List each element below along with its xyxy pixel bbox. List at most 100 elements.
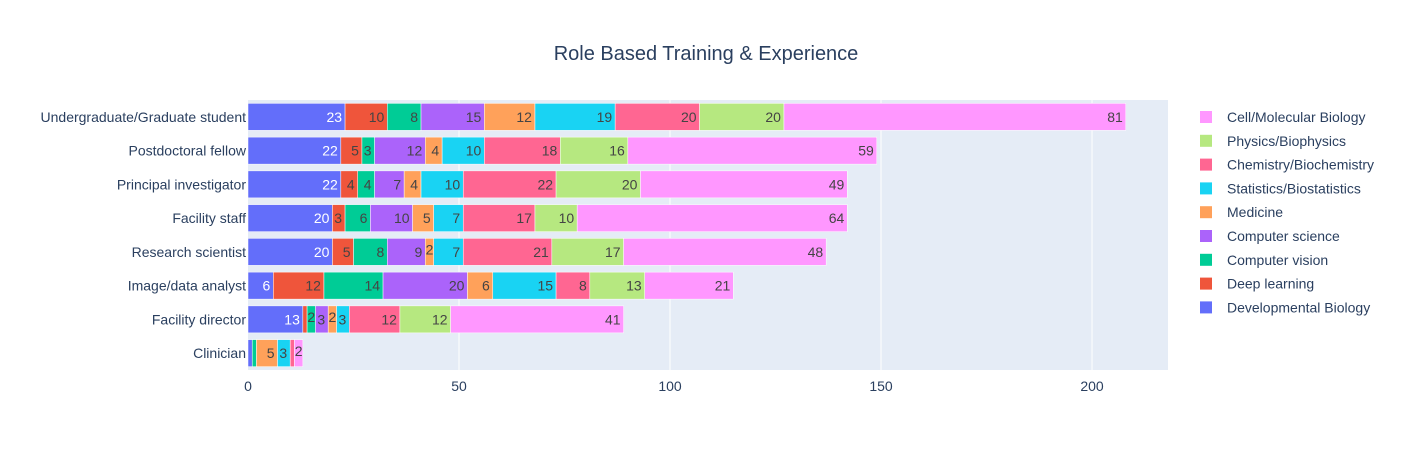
data-label: 7 — [452, 210, 460, 226]
legend-label: Physics/Biophysics — [1227, 133, 1346, 149]
bar-segment — [627, 136, 878, 165]
data-label: 20 — [314, 210, 330, 226]
bar-segment — [699, 103, 785, 131]
data-label: 5 — [267, 345, 275, 361]
data-label: 18 — [542, 143, 558, 159]
data-label: 21 — [715, 278, 731, 294]
bar-segment — [462, 204, 536, 232]
bar-segment — [640, 170, 848, 199]
data-label: 7 — [393, 176, 401, 192]
legend-swatch — [1200, 182, 1212, 195]
bar-segment — [534, 204, 578, 232]
bar-segment — [247, 204, 333, 232]
bar-segment — [614, 103, 700, 131]
data-label: 16 — [609, 143, 625, 159]
legend-item[interactable]: Cell/Molecular Biology — [1200, 109, 1366, 125]
data-label: 64 — [829, 210, 845, 226]
data-label: 3 — [317, 311, 325, 327]
legend-item[interactable]: Chemistry/Biochemistry — [1200, 157, 1374, 173]
bar-segment — [294, 339, 304, 367]
category-label: Research scientist — [132, 244, 246, 260]
legend-item[interactable]: Computer vision — [1200, 252, 1328, 268]
bar-segment — [492, 271, 557, 300]
bar-segment — [560, 136, 629, 165]
data-label: 81 — [1107, 109, 1123, 125]
bar-segment — [576, 204, 848, 232]
data-label: 49 — [829, 176, 845, 192]
data-label: 20 — [765, 109, 781, 125]
legend-item[interactable]: Computer science — [1200, 228, 1340, 244]
bar-segment — [247, 271, 274, 300]
data-label: 5 — [423, 210, 431, 226]
bar-segment — [441, 136, 485, 165]
legend-swatch — [1200, 253, 1212, 266]
legend-item[interactable]: Deep learning — [1200, 276, 1314, 292]
bar-segment — [783, 103, 1127, 131]
bar-segment — [467, 271, 494, 300]
category-label: Undergraduate/Graduate student — [41, 109, 247, 125]
data-label: 10 — [445, 176, 461, 192]
bar-segment — [644, 271, 734, 300]
bar-segment — [462, 170, 557, 199]
data-label: 22 — [537, 176, 553, 192]
legend-item[interactable]: Medicine — [1200, 204, 1283, 220]
bar-segment — [353, 238, 388, 266]
bar-segment — [420, 103, 485, 131]
chart-title: Role Based Training & Experience — [554, 43, 859, 65]
data-label: 5 — [343, 244, 351, 260]
x-tick-label: 100 — [658, 378, 682, 394]
data-label: 4 — [431, 143, 439, 159]
data-label: 14 — [364, 278, 380, 294]
bar-segment — [555, 271, 591, 300]
bar-segment — [420, 170, 464, 199]
data-label: 6 — [360, 210, 368, 226]
data-label: 2 — [329, 309, 337, 325]
legend-label: Statistics/Biostatistics — [1227, 180, 1361, 196]
data-label: 8 — [376, 244, 384, 260]
data-label: 9 — [414, 244, 422, 260]
data-label: 8 — [579, 278, 587, 294]
legend-swatch — [1200, 230, 1212, 242]
data-label: 4 — [364, 176, 372, 192]
bar-segment — [484, 136, 561, 165]
legend-swatch — [1200, 134, 1212, 147]
data-label: 10 — [394, 210, 410, 226]
bar-segment — [555, 170, 641, 199]
bar-segment — [374, 170, 405, 199]
data-label: 3 — [338, 311, 346, 327]
legend-label: Cell/Molecular Biology — [1227, 109, 1366, 125]
legend-item[interactable]: Developmental Biology — [1200, 299, 1370, 315]
data-label: 4 — [410, 176, 418, 192]
data-label: 2 — [307, 309, 315, 325]
legend[interactable]: Cell/Molecular Biology Physics/Biophysics… — [1200, 109, 1374, 315]
bar-segment — [484, 103, 536, 131]
data-label: 12 — [407, 143, 423, 159]
data-label: 13 — [284, 311, 300, 327]
category-label: Principal investigator — [117, 176, 247, 192]
data-label: 2 — [426, 242, 434, 258]
data-label: 21 — [533, 244, 549, 260]
data-label: 2 — [295, 343, 303, 359]
data-label: 10 — [466, 143, 482, 159]
legend-swatch — [1200, 158, 1212, 171]
legend-item[interactable]: Physics/Biophysics — [1200, 133, 1346, 149]
data-label: 12 — [305, 278, 321, 294]
bar-segment — [433, 204, 464, 232]
data-label: 13 — [626, 278, 642, 294]
data-label: 22 — [322, 143, 338, 159]
bar-segment — [344, 103, 388, 131]
data-label: 23 — [326, 109, 342, 125]
bar-segment — [551, 238, 624, 266]
data-label: 10 — [369, 109, 385, 125]
data-label: 15 — [466, 109, 482, 125]
bar-segment — [251, 339, 257, 367]
legend-item[interactable]: Statistics/Biostatistics — [1200, 180, 1361, 196]
bar-segment — [247, 170, 342, 199]
category-label: Facility staff — [172, 210, 246, 226]
data-label: 12 — [432, 311, 448, 327]
bar-segment — [450, 305, 624, 334]
data-label: 7 — [452, 244, 460, 260]
bar-segment — [387, 103, 422, 131]
bar-segment — [247, 305, 304, 334]
data-label: 19 — [597, 109, 613, 125]
